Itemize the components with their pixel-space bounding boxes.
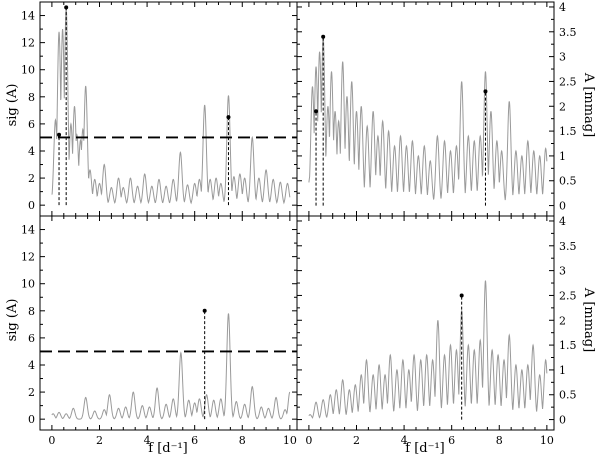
y-tick-label: 6 (28, 118, 35, 131)
marker-dot (459, 293, 464, 298)
panel-bottom-left: 0 2 4 6 8 10 12 14 0 2 4 6 8 10 (21, 215, 298, 447)
x-tick-label: 0 (305, 434, 312, 447)
y-tick-label: 0.5 (559, 175, 577, 188)
x-tick-label: 2 (96, 434, 103, 447)
xlabel-left: f [d⁻¹] (148, 441, 187, 456)
y-tick-label: 12 (21, 37, 35, 50)
right-ylabel-top: A [mmag] (581, 72, 596, 137)
y-tick-label: 0.5 (559, 389, 577, 402)
marker-dot (314, 109, 319, 114)
x-tick-label: 4 (401, 434, 408, 447)
y-tick-label: 1 (559, 364, 566, 377)
y-tick-label: 2.5 (559, 75, 577, 88)
y-tick-label: 14 (21, 10, 35, 23)
xlabel-right: f [d⁻¹] (405, 441, 444, 456)
y-tick-label: 2 (28, 172, 35, 185)
y-tick-label: 10 (21, 64, 35, 77)
panel-bottom-right: 0 0.5 1 1.5 2 2.5 3 3.5 4 0 2 4 6 8 10 (296, 215, 577, 447)
y-tick-label: 3.5 (559, 26, 577, 39)
y-tick-label: 3 (559, 265, 566, 278)
marker-dot (202, 308, 207, 313)
x-tick-label: 4 (144, 434, 151, 447)
y-tick-label: 8 (28, 305, 35, 318)
y-tick-label: 2.5 (559, 289, 577, 302)
y-tick-label: 2 (559, 314, 566, 327)
x-tick-label: 6 (191, 434, 198, 447)
x-tick-label: 10 (283, 434, 297, 447)
panel-frame (39, 215, 298, 431)
y-tick-label: 14 (21, 224, 35, 237)
y-tick-label: 4 (28, 359, 35, 372)
series-line (51, 313, 291, 420)
y-tick-label: 3 (559, 51, 566, 64)
x-tick-label: 6 (448, 434, 455, 447)
series-line (308, 36, 548, 201)
y-tick-label: 10 (21, 278, 35, 291)
y-tick-label: 2 (559, 100, 566, 113)
x-tick-label: 0 (48, 434, 55, 447)
left-ylabel-bottom: sig (A) (5, 299, 20, 342)
x-tick-label: 10 (540, 434, 554, 447)
y-tick-label: 0 (28, 199, 35, 212)
y-tick-label: 12 (21, 251, 35, 264)
y-tick-label: 1 (559, 150, 566, 163)
y-tick-label: 0 (559, 200, 566, 213)
panel-frame (39, 1, 298, 217)
series-line (51, 7, 291, 205)
y-tick-label: 4 (28, 145, 35, 158)
marker-dot (226, 115, 231, 120)
panels-group: 0246810121400.511.522.533.54024681012140… (21, 1, 577, 447)
y-tick-label: 8 (28, 91, 35, 104)
right-ylabel-bottom: A [mmag] (581, 287, 596, 352)
y-tick-label: 1.5 (559, 339, 577, 352)
x-tick-label: 2 (353, 434, 360, 447)
marker-dot (64, 5, 69, 10)
y-tick-label: 2 (28, 386, 35, 399)
panel-frame (296, 215, 555, 431)
y-tick-label: 6 (28, 332, 35, 345)
x-tick-label: 8 (496, 434, 503, 447)
y-tick-label: 4 (559, 215, 566, 228)
left-ylabel-top: sig (A) (5, 84, 20, 127)
marker-dot (57, 132, 62, 137)
marker-dot (483, 89, 488, 94)
panel-top-right: 0 0.5 1 1.5 2 2.5 3 3.5 4 (296, 1, 577, 217)
y-tick-label: 0 (559, 414, 566, 427)
series-line (308, 280, 548, 419)
x-tick-label: 8 (239, 434, 246, 447)
y-tick-label: 0 (28, 413, 35, 426)
y-tick-label: 1.5 (559, 125, 577, 138)
y-tick-label: 4 (559, 1, 566, 14)
marker-dot (321, 34, 326, 39)
y-tick-label: 3.5 (559, 240, 577, 253)
panel-top-left: 0 2 4 6 8 10 12 14 (21, 1, 298, 217)
panel-frame (296, 1, 555, 217)
